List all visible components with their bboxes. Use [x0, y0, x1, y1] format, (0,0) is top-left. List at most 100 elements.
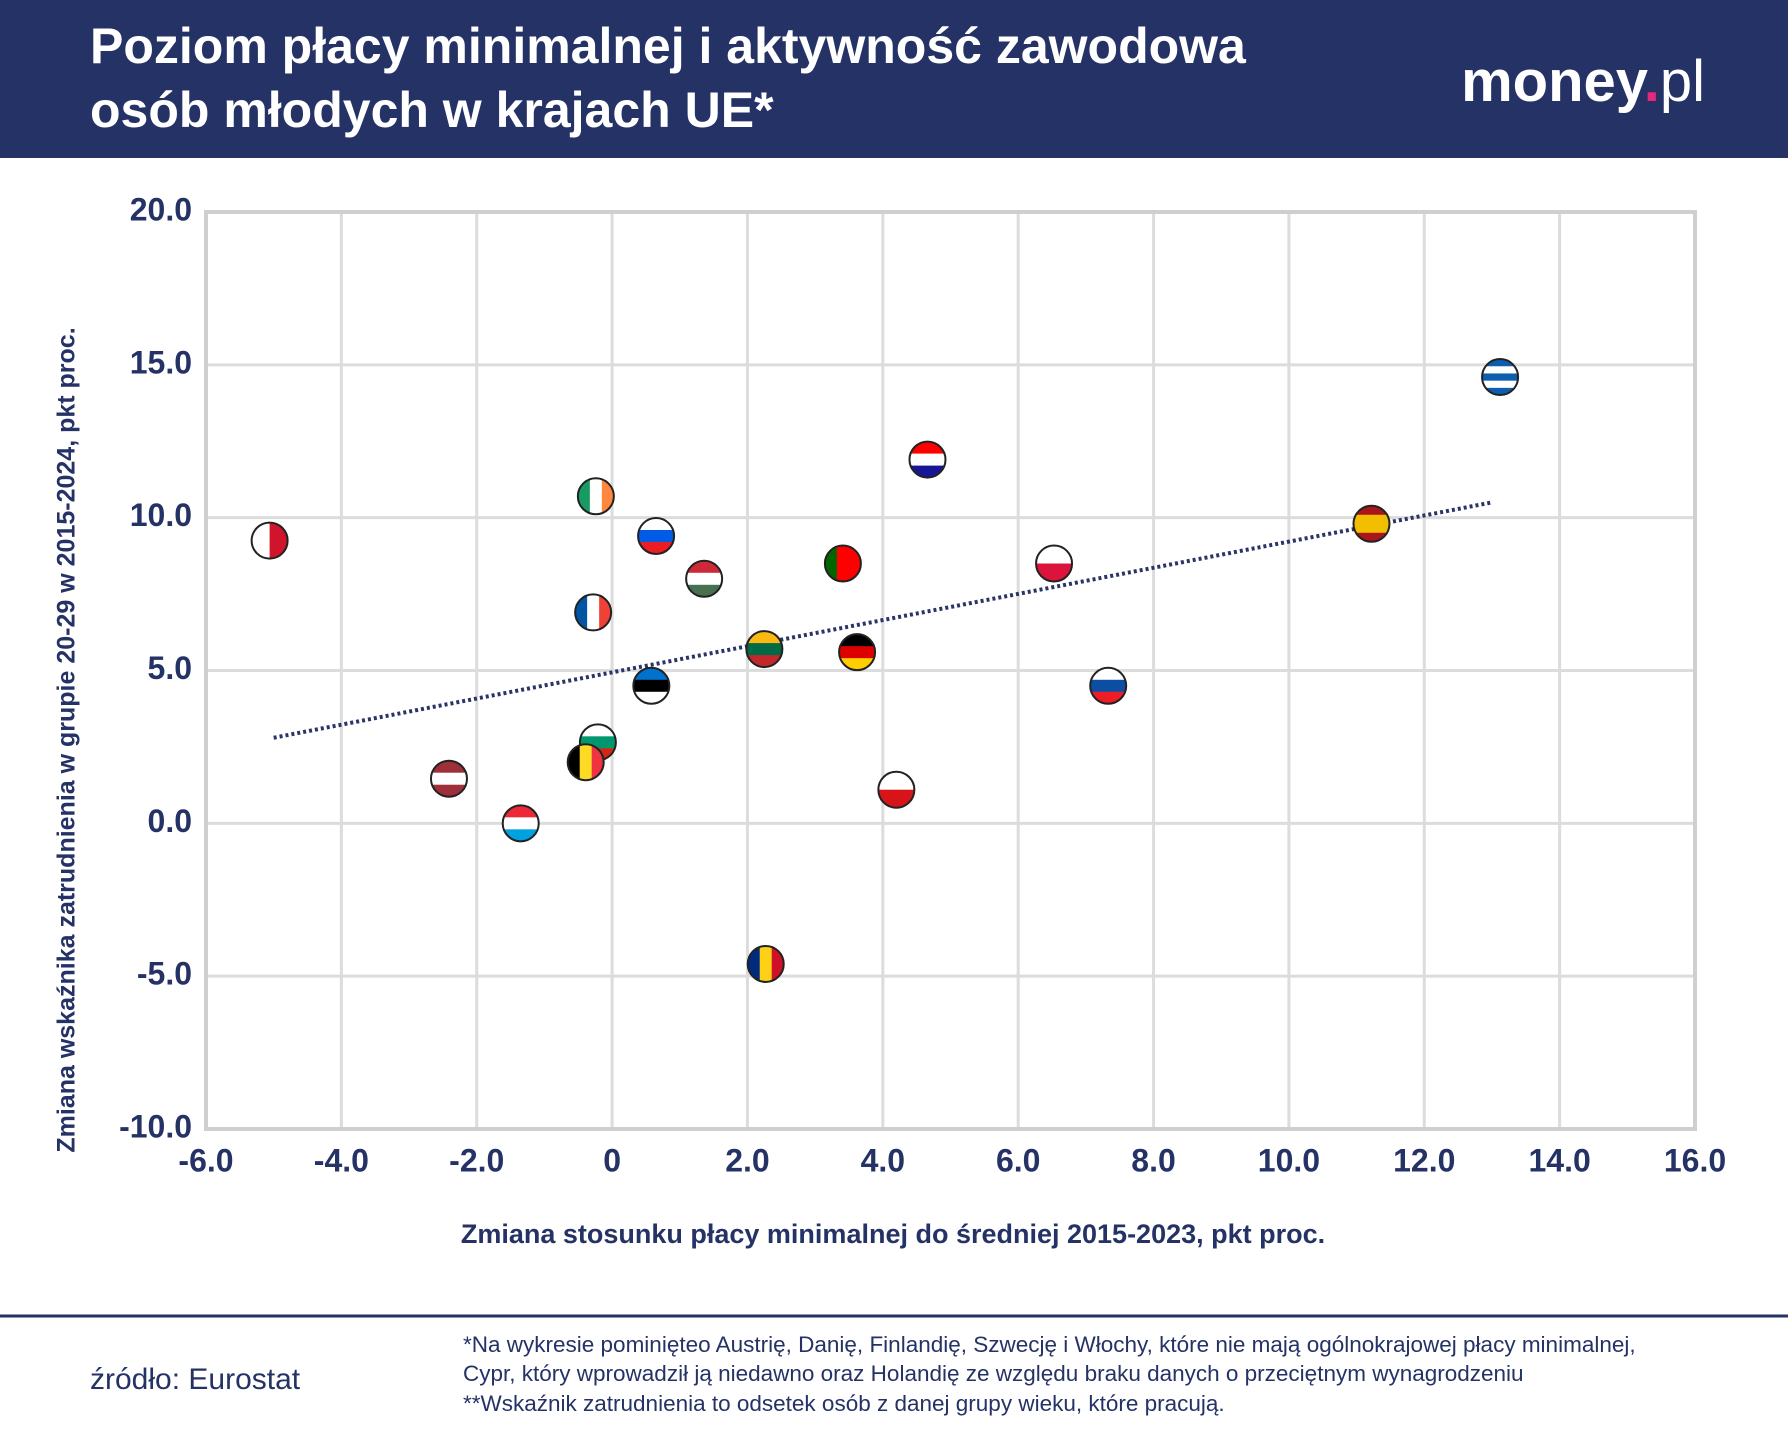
flag — [251, 522, 288, 559]
flag-stripe — [579, 744, 593, 781]
point-outline — [574, 593, 613, 632]
x-tick-label: 8.0 — [1131, 1142, 1175, 1178]
logo-part: money — [1461, 49, 1648, 114]
flag-stripe — [1482, 366, 1519, 374]
point — [1481, 358, 1520, 397]
flag-stripe — [1036, 563, 1073, 582]
flag-stripe — [1353, 532, 1390, 542]
y-tick-label: 20.0 — [130, 191, 192, 227]
x-tick-label: -6.0 — [178, 1142, 233, 1178]
flag-stripe — [686, 572, 723, 586]
flag — [878, 771, 915, 808]
point-outline — [838, 633, 877, 672]
point — [685, 559, 724, 598]
flag — [1482, 359, 1519, 396]
point — [501, 804, 540, 843]
note: Cypr, który wprowadził ją niedawno oraz … — [463, 1361, 1524, 1386]
y-tick-label: 10.0 — [130, 497, 192, 533]
x-tick-label: 0 — [603, 1142, 621, 1178]
point-outline — [1481, 358, 1520, 397]
note: *Na wykresie pominięteo Austrię, Danię, … — [463, 1332, 1636, 1357]
title-line: osób młodych w krajach UE* — [90, 82, 774, 138]
flag-stripe — [587, 594, 600, 631]
flag-stripe — [878, 789, 915, 808]
point — [429, 759, 468, 798]
point-outline — [685, 559, 724, 598]
point-outline — [501, 804, 540, 843]
point-outline — [429, 759, 468, 798]
x-tick-label: 12.0 — [1393, 1142, 1455, 1178]
x-tick-label: 16.0 — [1664, 1142, 1726, 1178]
flag-stripe — [878, 771, 915, 791]
source: źródło: Eurostat — [90, 1363, 301, 1396]
flag-stripe — [251, 522, 271, 559]
point-outline — [576, 477, 615, 516]
point-outline — [746, 944, 785, 983]
point — [576, 477, 615, 516]
point — [250, 521, 289, 560]
x-tick-label: 10.0 — [1258, 1142, 1320, 1178]
point — [877, 770, 916, 809]
point — [566, 743, 605, 782]
flag-stripe — [430, 772, 467, 786]
point — [746, 944, 785, 983]
flag-stripe — [839, 646, 876, 659]
header-band — [0, 0, 1788, 158]
point-outline — [877, 770, 916, 809]
y-tick-label: -5.0 — [137, 956, 192, 992]
flag — [567, 744, 604, 781]
flag-stripe — [1482, 380, 1519, 389]
flag-stripe — [746, 643, 783, 656]
point — [745, 630, 784, 669]
point-outline — [1352, 504, 1391, 543]
point-outline — [908, 440, 947, 479]
logo: money.pl — [1461, 49, 1705, 114]
logo-dot: . — [1644, 49, 1660, 114]
flag-stripe — [269, 522, 288, 559]
flag-stripe — [1353, 505, 1390, 516]
point-outline — [1089, 666, 1128, 705]
point — [632, 666, 671, 705]
point — [838, 633, 877, 672]
x-tick-label: 2.0 — [725, 1142, 769, 1178]
x-axis-title: Zmiana stosunku płacy minimalnej do śred… — [461, 1219, 1325, 1249]
point — [1035, 544, 1074, 583]
flag-stripe — [638, 530, 675, 543]
point — [823, 544, 862, 583]
flag-stripe — [1090, 679, 1127, 693]
x-tick-label: -2.0 — [449, 1142, 504, 1178]
flag-stripe — [589, 478, 603, 515]
flag-stripe — [1482, 359, 1519, 367]
flag — [1353, 505, 1390, 542]
point-outline — [566, 743, 605, 782]
flag-stripe — [1353, 514, 1390, 525]
flag-stripe — [1036, 545, 1073, 565]
y-tick-label: 15.0 — [130, 344, 192, 380]
flag-stripe — [633, 679, 670, 693]
flag-stripe — [1353, 523, 1390, 534]
point — [908, 440, 947, 479]
flag-stripe — [502, 817, 539, 830]
x-tick-label: 4.0 — [861, 1142, 905, 1178]
x-tick-label: 6.0 — [996, 1142, 1040, 1178]
point-outline — [1035, 544, 1074, 583]
y-axis-title: Zmiana wskaźnika zatrudnienia w grupie 2… — [53, 327, 81, 1152]
flag-stripe — [909, 453, 946, 467]
point-outline — [823, 544, 862, 583]
y-tick-label: -10.0 — [119, 1108, 192, 1144]
y-tick-label: 5.0 — [148, 650, 192, 686]
point — [1089, 666, 1128, 705]
point-outline — [250, 521, 289, 560]
logo-part: pl — [1660, 49, 1705, 114]
flag-stripe — [759, 945, 773, 982]
point — [637, 517, 676, 556]
title-line: Poziom płacy minimalnej i aktywność zawo… — [90, 18, 1247, 74]
point — [1352, 504, 1391, 543]
flag-stripe — [836, 545, 850, 582]
flag — [1036, 545, 1073, 582]
flag-stripe — [1482, 387, 1519, 396]
trend-line — [273, 500, 1493, 740]
